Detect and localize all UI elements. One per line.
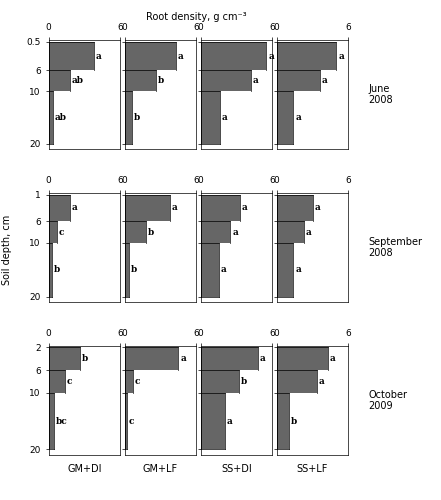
Text: c: c (135, 377, 140, 386)
Text: ab: ab (55, 113, 67, 122)
Text: a: a (178, 52, 183, 60)
Text: b: b (241, 377, 247, 386)
Text: October
2009: October 2009 (369, 390, 407, 411)
Text: June
2008: June 2008 (369, 84, 393, 106)
Bar (277, 393, 288, 450)
Text: b: b (82, 354, 88, 364)
Text: a: a (268, 52, 274, 60)
Bar (277, 70, 320, 92)
Bar (49, 92, 53, 144)
Bar (201, 42, 266, 70)
Bar (201, 348, 258, 370)
Text: b: b (291, 416, 297, 426)
Text: a: a (253, 76, 258, 86)
Text: ab: ab (72, 76, 84, 86)
Text: GM+LF: GM+LF (143, 464, 178, 473)
Bar (124, 70, 156, 92)
Text: a: a (306, 228, 312, 236)
Bar (201, 92, 220, 144)
Text: a: a (338, 52, 344, 60)
Bar (277, 92, 293, 144)
Bar (49, 370, 65, 393)
Text: a: a (295, 266, 301, 274)
Bar (277, 42, 336, 70)
Bar (49, 243, 52, 296)
Text: a: a (221, 113, 227, 122)
Bar (124, 194, 170, 222)
Bar (124, 393, 127, 450)
Text: b: b (54, 266, 60, 274)
Text: a: a (72, 204, 78, 212)
Bar (277, 370, 318, 393)
Bar (201, 370, 239, 393)
Bar (124, 243, 129, 296)
Text: a: a (321, 76, 327, 86)
Text: a: a (314, 204, 320, 212)
Bar (124, 370, 133, 393)
Text: b: b (148, 228, 154, 236)
Text: a: a (172, 204, 178, 212)
Text: a: a (180, 354, 186, 364)
Text: a: a (242, 204, 247, 212)
Bar (124, 92, 132, 144)
Bar (201, 194, 240, 222)
Bar (124, 348, 178, 370)
Text: a: a (232, 228, 238, 236)
Text: a: a (226, 416, 232, 426)
Bar (277, 194, 313, 222)
Bar (277, 348, 328, 370)
Text: Soil depth, cm: Soil depth, cm (2, 215, 11, 285)
Text: a: a (260, 354, 265, 364)
Text: a: a (330, 354, 336, 364)
Bar (49, 348, 79, 370)
Bar (49, 222, 57, 243)
Text: c: c (129, 416, 134, 426)
Bar (277, 243, 293, 296)
Bar (201, 393, 224, 450)
Bar (201, 222, 231, 243)
Text: bc: bc (56, 416, 68, 426)
Bar (124, 222, 146, 243)
Text: a: a (220, 266, 226, 274)
Text: b: b (134, 113, 140, 122)
Text: SS+DI: SS+DI (221, 464, 252, 473)
Bar (49, 393, 55, 450)
Text: c: c (59, 228, 64, 236)
Bar (201, 243, 219, 296)
Text: a: a (295, 113, 301, 122)
Bar (124, 42, 176, 70)
Text: b: b (131, 266, 138, 274)
Bar (277, 222, 304, 243)
Bar (49, 70, 70, 92)
Text: b: b (157, 76, 164, 86)
Text: c: c (67, 377, 72, 386)
Text: a: a (319, 377, 325, 386)
Text: a: a (96, 52, 101, 60)
Text: Root density, g cm⁻³: Root density, g cm⁻³ (146, 12, 247, 22)
Text: SS+LF: SS+LF (297, 464, 328, 473)
Bar (49, 42, 94, 70)
Text: September
2008: September 2008 (369, 236, 422, 258)
Bar (49, 194, 70, 222)
Text: GM+DI: GM+DI (67, 464, 101, 473)
Bar (201, 70, 251, 92)
